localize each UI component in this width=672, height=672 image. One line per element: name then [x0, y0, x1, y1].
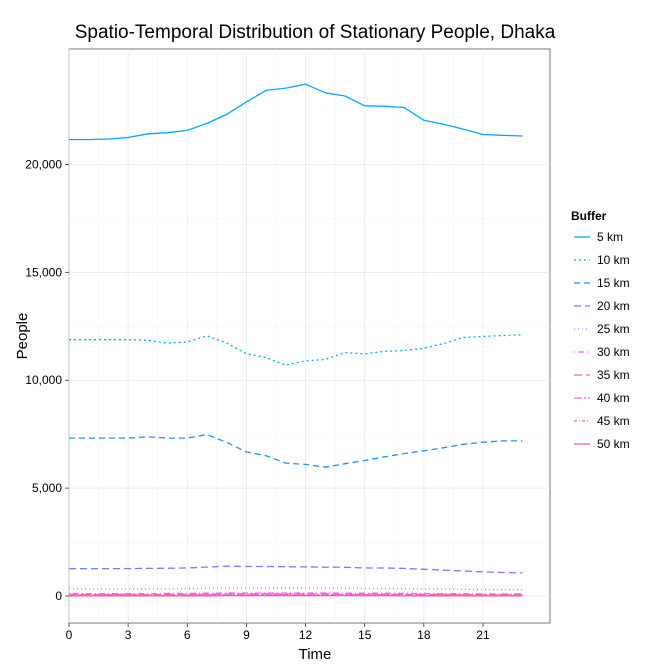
series-layer — [68, 83, 523, 597]
grid-lines — [68, 49, 550, 623]
series-line-6 — [68, 592, 523, 595]
legend-label: 50 km — [597, 437, 630, 451]
y-tick-label: 5,000 — [32, 481, 62, 495]
legend-label: 15 km — [597, 276, 630, 290]
x-tick-label: 15 — [358, 628, 372, 642]
series-line-4 — [68, 565, 523, 574]
x-tick-label: 0 — [66, 628, 73, 642]
y-tick-label: 15,000 — [25, 265, 62, 279]
x-tick-label: 9 — [243, 628, 250, 642]
legend-label: 20 km — [597, 299, 630, 313]
legend-label: 45 km — [597, 414, 630, 428]
plot-panel — [68, 48, 551, 624]
x-axis: 0 3 6 9 12 15 18 21 — [66, 623, 490, 642]
y-tick-label: 10,000 — [25, 373, 62, 387]
x-tick-label: 6 — [184, 628, 191, 642]
series-line-2 — [69, 334, 523, 366]
x-tick-label: 12 — [299, 628, 313, 642]
x-axis-title: Time — [299, 646, 332, 663]
legend-label: 35 km — [597, 368, 630, 382]
legend: Buffer 5 km 10 km 15 km 20 km 25 km 30 km 35 k… — [571, 209, 630, 451]
legend-label: 5 km — [597, 230, 623, 244]
series-line-1 — [69, 83, 523, 141]
x-tick-label: 3 — [125, 628, 132, 642]
series-line-3 — [69, 433, 523, 468]
legend-label: 40 km — [597, 391, 630, 405]
y-axis-title: People — [14, 313, 31, 360]
legend-label: 25 km — [597, 322, 630, 336]
y-tick-label: 0 — [55, 589, 62, 603]
x-tick-label: 21 — [476, 628, 490, 642]
y-axis: 0 5,000 10,000 15,000 20,000 — [25, 157, 69, 603]
chart-title: Spatio-Temporal Distribution of Stationa… — [75, 22, 556, 43]
legend-label: 30 km — [597, 345, 630, 359]
y-tick-label: 20,000 — [25, 157, 62, 171]
legend-label: 10 km — [597, 253, 630, 267]
legend-title: Buffer — [571, 209, 607, 223]
x-tick-label: 18 — [417, 628, 431, 642]
